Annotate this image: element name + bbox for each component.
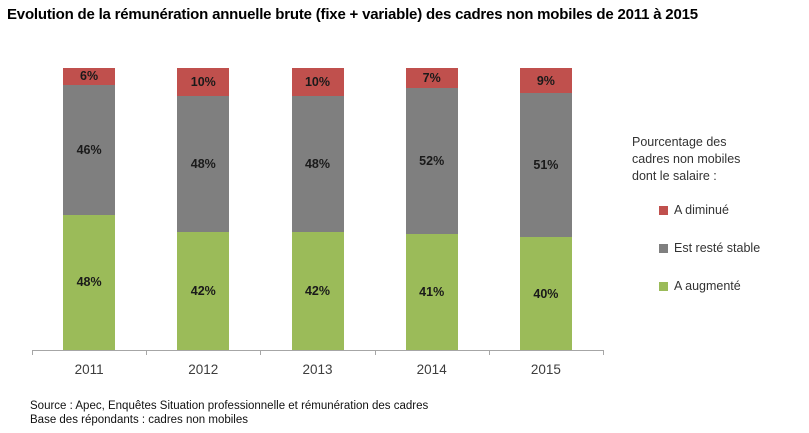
bar-2012: 42% 48% 10% <box>177 68 230 350</box>
bar-2015-segment-est-reste-stable: 51% <box>519 93 572 238</box>
x-axis-tick <box>488 350 490 355</box>
source-line-1: Source : Apec, Enquêtes Situation profes… <box>30 400 429 412</box>
bar-2014-segment-est-reste-stable: 52% <box>405 87 458 235</box>
x-axis-label-2014: 2014 <box>416 362 447 377</box>
bar-2014-segment-a-diminue: 7% <box>405 68 458 88</box>
legend-swatch-red-icon <box>659 205 668 215</box>
bar-2012-segment-est-reste-stable: 48% <box>177 96 230 232</box>
bar-2015: 40% 51% 9% <box>519 68 572 350</box>
legend-item-a-diminue: A diminué <box>659 203 802 217</box>
legend-title: Pourcentage des cadres non mobiles dont … <box>632 135 741 183</box>
bar-2011: 48% 46% 6% <box>63 68 116 350</box>
segment-value-label: 42% <box>304 283 331 298</box>
bar-2011-segment-a-augmente: 48% <box>63 214 116 350</box>
segment-value-label: 48% <box>190 156 216 171</box>
segment-value-label: 52% <box>419 154 445 169</box>
bar-2015-segment-a-diminue: 9% <box>519 68 572 94</box>
bar-2015-segment-a-augmente: 40% <box>519 237 572 350</box>
segment-value-label: 40% <box>533 286 559 301</box>
segment-value-label: 9% <box>536 73 555 88</box>
bar-2014: 41% 52% 7% <box>405 68 458 350</box>
legend-item-label: Est resté stable <box>674 241 761 255</box>
x-axis-label-2012: 2012 <box>188 362 219 377</box>
bar-2013-segment-a-diminue: 10% <box>291 68 344 97</box>
plot-area: 48% 46% 6% 42% 48% 10% 42% 48% 10% 41% 52% 7% 40% 51%… <box>32 68 603 350</box>
legend-swatch-gray-icon <box>659 243 668 253</box>
bar-2011-segment-a-diminue: 6% <box>63 68 116 85</box>
x-axis-line <box>32 350 604 351</box>
segment-value-label: 41% <box>419 285 445 300</box>
legend: Pourcentage des cadres non mobiles dont … <box>632 134 802 317</box>
bar-2012-segment-a-augmente: 42% <box>177 231 230 350</box>
segment-value-label: 10% <box>304 75 331 90</box>
bar-2013-segment-a-augmente: 42% <box>291 231 344 350</box>
x-axis-label-2013: 2013 <box>302 362 333 377</box>
segment-value-label: 42% <box>190 283 216 298</box>
source-line-2: Base des répondants : cadres non mobiles <box>30 414 248 426</box>
x-axis-label-2011: 2011 <box>74 362 104 377</box>
legend-item-label: A augmenté <box>674 279 741 293</box>
x-axis-label-2015: 2015 <box>530 362 561 377</box>
segment-value-label: 7% <box>422 70 441 85</box>
legend-item-label: A diminué <box>674 203 729 217</box>
x-axis-tick <box>32 350 33 355</box>
segment-value-label: 51% <box>533 158 559 173</box>
segment-value-label: 48% <box>304 156 331 171</box>
chart-title: Evolution de la rémunération annuelle br… <box>7 6 698 23</box>
bar-2013: 42% 48% 10% <box>291 68 344 350</box>
x-axis-tick <box>603 350 604 355</box>
bar-2012-segment-a-diminue: 10% <box>177 68 230 97</box>
segment-value-label: 10% <box>190 75 216 90</box>
bar-2011-segment-est-reste-stable: 46% <box>63 84 116 215</box>
x-axis-tick <box>374 350 376 355</box>
legend-items: A diminué Est resté stable A augmenté <box>632 203 802 293</box>
source-note: Source : Apec, Enquêtes Situation profes… <box>30 399 428 427</box>
legend-swatch-green-icon <box>659 281 668 291</box>
legend-item-a-augmente: A augmenté <box>659 279 802 293</box>
segment-value-label: 48% <box>76 275 102 290</box>
segment-value-label: 6% <box>80 69 99 84</box>
x-axis-tick <box>146 350 148 355</box>
legend-item-est-reste-stable: Est resté stable <box>659 241 802 255</box>
bar-2014-segment-a-augmente: 41% <box>405 234 458 350</box>
bar-2013-segment-est-reste-stable: 48% <box>291 96 344 232</box>
segment-value-label: 46% <box>76 142 102 157</box>
x-axis-tick <box>260 350 262 355</box>
